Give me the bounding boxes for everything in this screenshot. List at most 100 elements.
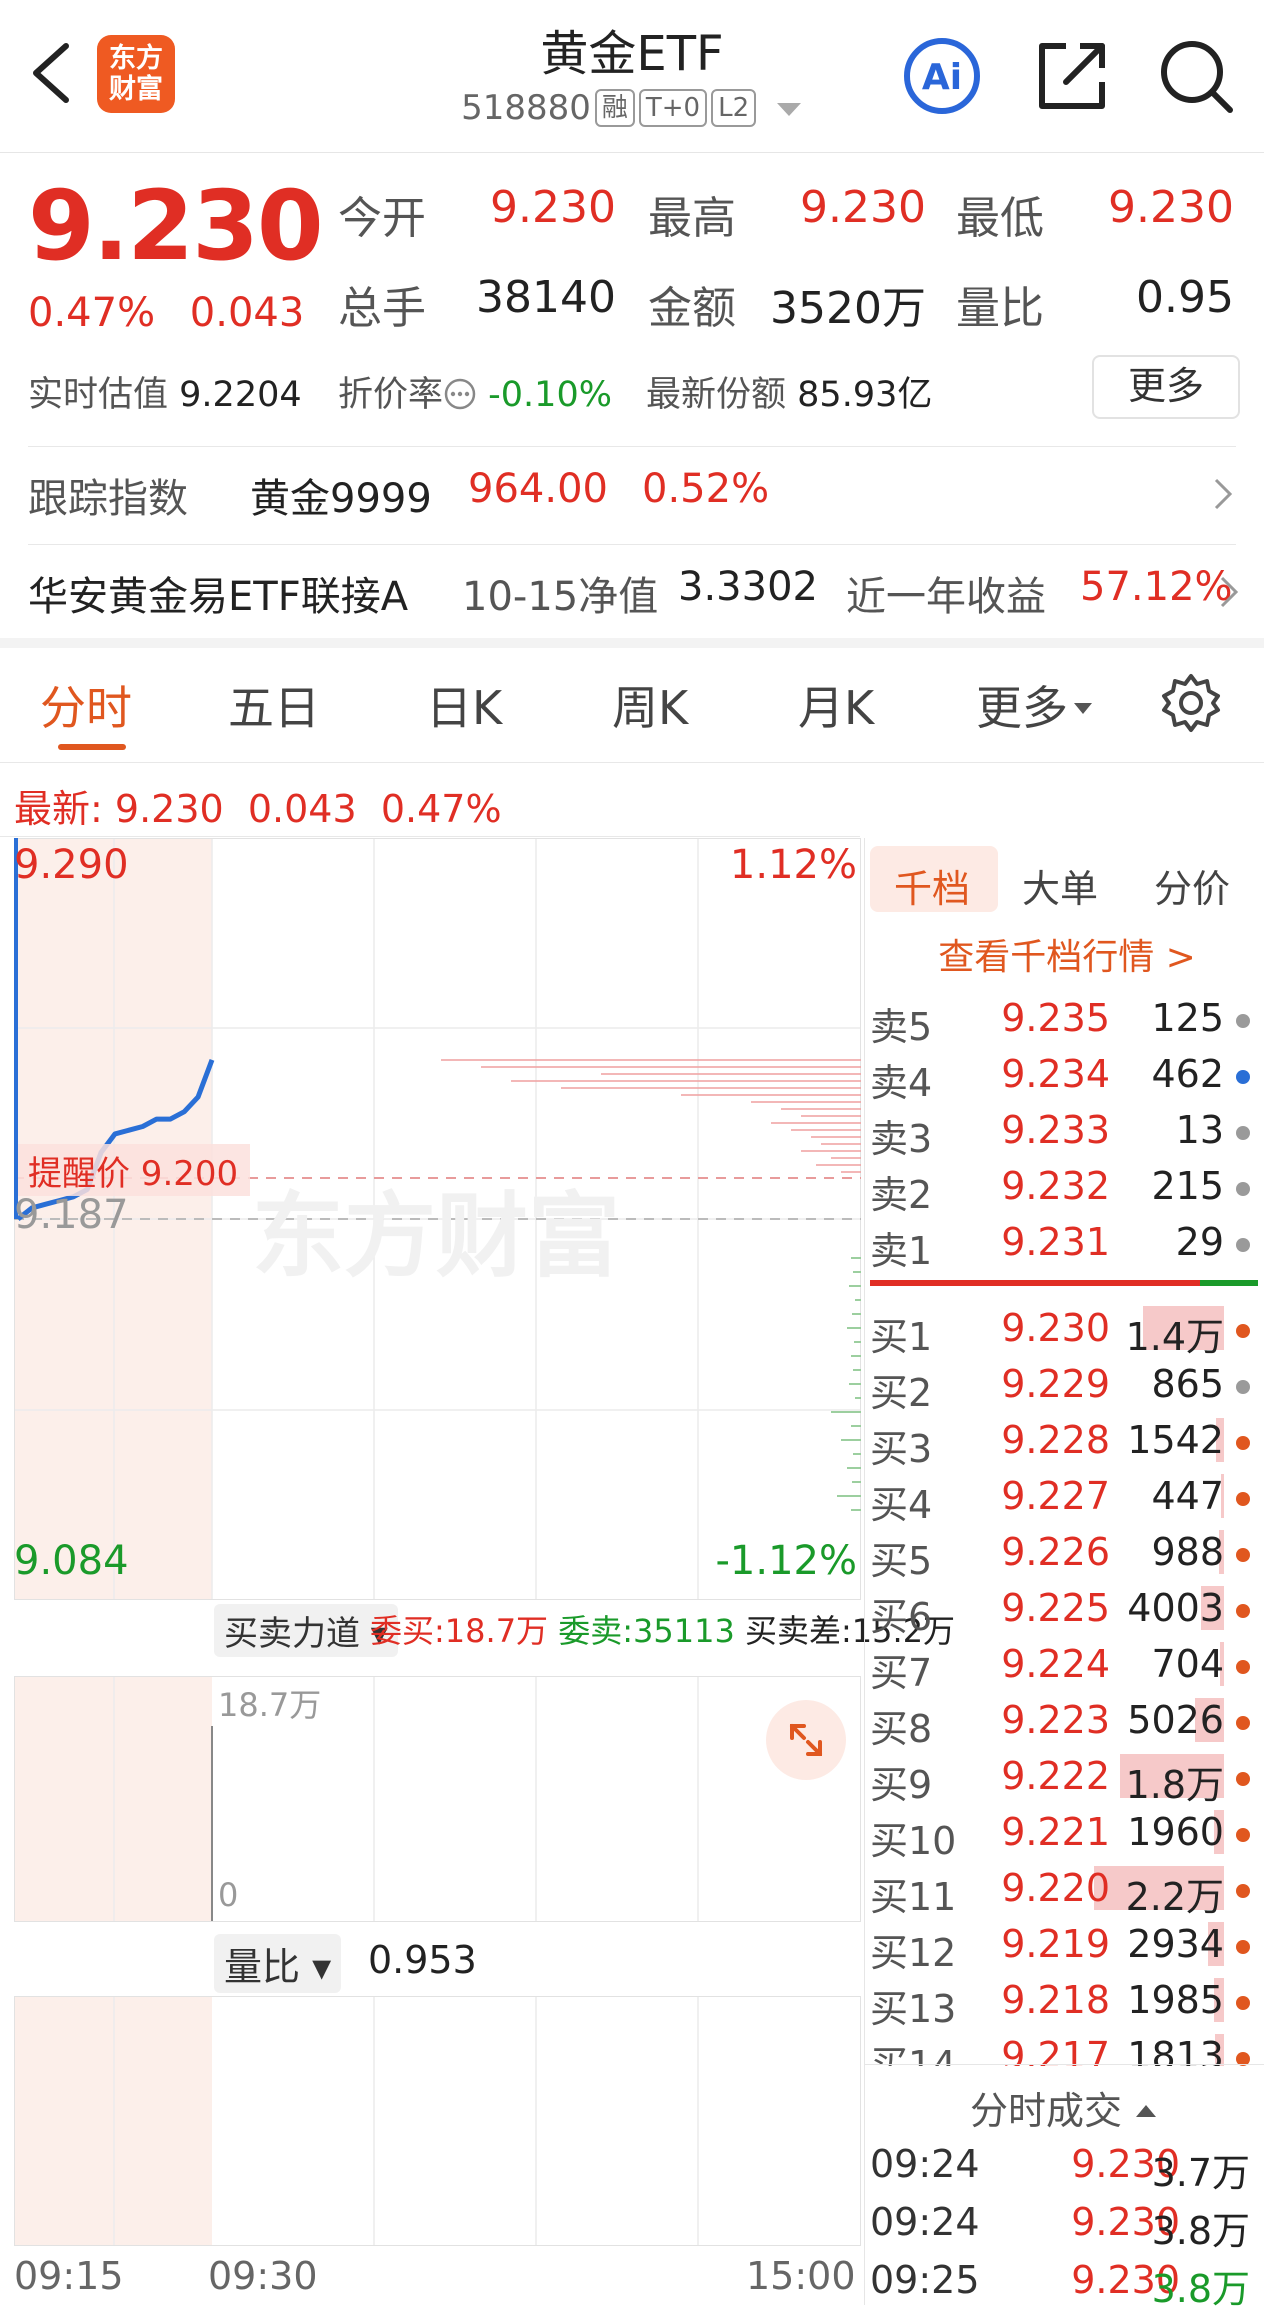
ask-level-4[interactable]: 卖2 9.232 215 <box>870 1158 1264 1217</box>
level-volume: 988 <box>1151 1530 1224 1574</box>
bid-level-13[interactable]: 买13 9.218 1985 <box>870 1972 1264 2031</box>
status-dot-icon <box>1236 1182 1250 1196</box>
chevron-right-icon[interactable] <box>1212 476 1234 512</box>
status-dot-icon <box>1236 1940 1250 1954</box>
bid-level-11[interactable]: 买11 9.220 2.2万 <box>870 1860 1264 1919</box>
indicator-selector[interactable]: 买卖力道 ▾ <box>214 1604 398 1657</box>
status-dot-icon <box>1236 1884 1250 1898</box>
caret-up-icon <box>1136 2105 1157 2117</box>
level-volume: 4003 <box>1127 1586 1224 1630</box>
bid-level-1[interactable]: 买1 9.230 1.4万 <box>870 1300 1264 1359</box>
status-dot-icon <box>1236 1238 1250 1252</box>
discount-item[interactable]: 折价率 -0.10% <box>338 375 612 415</box>
ask-level-1[interactable]: 卖5 9.235 125 <box>870 990 1264 1049</box>
trade-price: 9.230 <box>1071 2258 1180 2302</box>
ask-ratio-segment <box>1200 1280 1258 1286</box>
bid-level-8[interactable]: 买8 9.223 5026 <box>870 1692 1264 1751</box>
volume-bar <box>1195 1698 1224 1742</box>
tab-monthly-k[interactable]: 月K <box>798 681 875 735</box>
expand-button[interactable] <box>766 1700 846 1780</box>
security-code-row[interactable]: 518880 融 T+0 L2 <box>0 88 1264 128</box>
open-label: 今开 <box>338 193 426 244</box>
level-label: 买5 <box>870 1539 933 1583</box>
order-depth-bars <box>441 1059 861 1511</box>
bid-level-14[interactable]: 买14 9.217 1813 <box>870 2028 1264 2066</box>
bid-level-9[interactable]: 买9 9.222 1.8万 <box>870 1748 1264 1807</box>
level-volume: 2934 <box>1127 1922 1224 1966</box>
price-line <box>16 1059 215 1221</box>
feeder-fund-name[interactable]: 华安黄金易ETF联接A <box>28 574 409 620</box>
tab-full-depth[interactable]: 千档 <box>894 867 971 911</box>
vr-selector[interactable]: 量比 ▾ <box>214 1934 342 1993</box>
amount-label: 金额 <box>648 283 736 334</box>
alert-price-badge[interactable]: 提醒价 9.200 <box>28 1154 239 1194</box>
volume-bar <box>1216 1418 1224 1462</box>
expand-icon <box>790 1724 822 1756</box>
ai-icon[interactable]: Ai <box>902 36 982 116</box>
level-volume: 447 <box>1151 1474 1224 1518</box>
track-index-label: 跟踪指数 <box>28 476 188 522</box>
tab-price-distribution[interactable]: 分价 <box>1154 867 1231 911</box>
tick-trade-row: 09:24 9.230 3.7万 <box>870 2136 1264 2195</box>
volume-bar <box>1219 1530 1224 1574</box>
tab-daily-k[interactable]: 日K <box>426 681 503 735</box>
status-dot-icon <box>1236 1436 1250 1450</box>
ask-level-3[interactable]: 卖3 9.233 13 <box>870 1102 1264 1161</box>
bid-level-5[interactable]: 买5 9.226 988 <box>870 1524 1264 1583</box>
divider <box>0 836 860 837</box>
volume-bar <box>1143 1306 1224 1350</box>
chevron-right-icon[interactable] <box>1218 574 1240 610</box>
level-price: 9.226 <box>1001 1530 1110 1574</box>
tab-five-day[interactable]: 五日 <box>228 681 320 735</box>
intraday-chart[interactable]: 东方财富 9.290 9.084 1.12% -1.12% 9.187 提醒价 … <box>14 838 861 1600</box>
track-index-name[interactable]: 黄金9999 <box>250 476 432 522</box>
caret-down-icon <box>1074 703 1092 714</box>
high-label: 最高 <box>648 193 736 244</box>
bid-level-6[interactable]: 买6 9.225 4003 <box>870 1580 1264 1639</box>
level-price: 9.218 <box>1001 1978 1110 2022</box>
info-icon[interactable] <box>443 377 477 411</box>
ask-level-2[interactable]: 卖4 9.234 462 <box>870 1046 1264 1105</box>
low-label: 最低 <box>956 193 1044 244</box>
caret-down-icon <box>776 103 801 116</box>
level-price: 9.233 <box>1001 1108 1110 1152</box>
level-volume: 704 <box>1151 1642 1224 1686</box>
bid-level-4[interactable]: 买4 9.227 447 <box>870 1468 1264 1527</box>
tab-weekly-k[interactable]: 周K <box>612 681 689 735</box>
volume-value: 38140 <box>476 272 616 323</box>
share-icon[interactable] <box>1032 36 1112 116</box>
shares-item: 最新份额 85.93亿 <box>646 375 933 415</box>
tick-trades-toggle[interactable]: 分时成交 <box>864 2080 1264 2135</box>
bid-level-2[interactable]: 买2 9.229 865 <box>870 1356 1264 1415</box>
eastmoney-logo: 东方 财富 <box>97 35 175 113</box>
level-label: 卖2 <box>870 1173 933 1217</box>
level-label: 卖3 <box>870 1117 933 1161</box>
level-price: 9.217 <box>1001 2034 1110 2066</box>
level-label: 买13 <box>870 1987 957 2031</box>
bid-level-3[interactable]: 买3 9.228 1542 <box>870 1412 1264 1471</box>
depth-tab-active-bg <box>870 846 998 912</box>
search-icon[interactable] <box>1156 36 1236 116</box>
volume-ratio-label: 量比 <box>956 283 1044 334</box>
tab-large-orders[interactable]: 大单 <box>1022 867 1099 911</box>
volume-bar <box>1208 1922 1224 1966</box>
level-volume: 125 <box>1151 996 1224 1040</box>
level-volume: 1542 <box>1127 1418 1224 1462</box>
tab-more[interactable]: 更多 <box>976 672 1094 738</box>
view-full-depth-link[interactable]: 查看千档行情 > <box>938 937 1196 978</box>
track-index-value: 964.00 <box>468 466 608 512</box>
level-label: 买2 <box>870 1371 933 1415</box>
level-label: 买3 <box>870 1427 933 1471</box>
bid-level-7[interactable]: 买7 9.224 704 <box>870 1636 1264 1695</box>
back-arrow-icon[interactable] <box>22 38 82 108</box>
bid-level-10[interactable]: 买10 9.221 1960 <box>870 1804 1264 1863</box>
level-price: 9.228 <box>1001 1418 1110 1462</box>
ask-level-5[interactable]: 卖1 9.231 29 <box>870 1214 1264 1273</box>
top-bar: 东方 财富 黄金ETF 518880 融 T+0 L2 Ai <box>0 0 1264 153</box>
l2-tag: L2 <box>711 89 757 127</box>
settings-gear-icon[interactable] <box>1160 672 1222 734</box>
tab-intraday[interactable]: 分时 <box>40 681 132 735</box>
bid-level-12[interactable]: 买12 9.219 2934 <box>870 1916 1264 1975</box>
more-button[interactable]: 更多 <box>1092 355 1240 419</box>
status-dot-icon <box>1236 1660 1250 1674</box>
